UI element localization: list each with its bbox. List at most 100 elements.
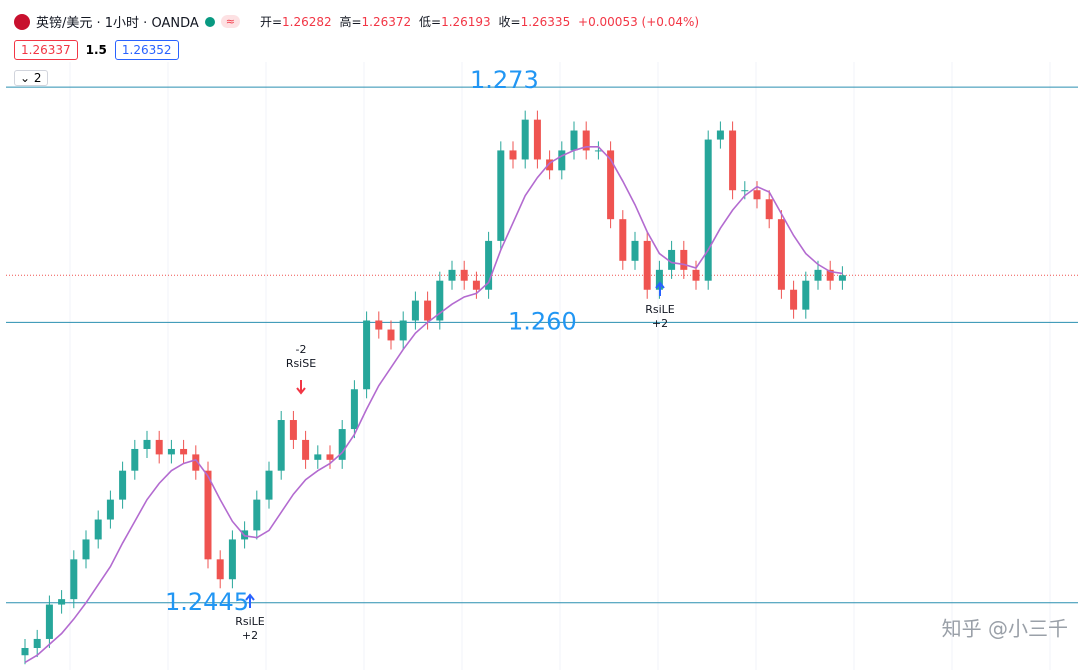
sell-price[interactable]: 1.26337 (14, 40, 78, 60)
flag-icon (14, 13, 30, 30)
candle-body (631, 240, 639, 261)
candle-body (21, 648, 29, 656)
candle-body (533, 119, 541, 160)
candle-body (119, 470, 127, 500)
level-label: 1.260 (508, 307, 577, 335)
ohlc-key: 收= (498, 15, 521, 29)
candle-body (106, 499, 114, 520)
candle-body (619, 219, 627, 261)
candle-body (314, 454, 322, 460)
candle-body (45, 604, 53, 639)
spread: 1.5 (85, 43, 107, 57)
ohlc-value: 1.26335 (520, 15, 571, 29)
candle-body (802, 280, 810, 310)
symbol: 英镑/美元 · 1小时 · OANDA (36, 16, 199, 31)
candle-body (704, 139, 712, 281)
signal-text: RsiSE (286, 357, 316, 370)
candle-body (448, 269, 456, 281)
candle-body (716, 130, 724, 140)
candle-body (814, 269, 822, 281)
level-label: 1.273 (470, 66, 539, 94)
candle-body (460, 269, 468, 281)
candle-body (277, 420, 285, 471)
candle-body (558, 150, 566, 171)
candle-body (570, 130, 578, 151)
candle-body (655, 269, 663, 290)
ohlc-value: 1.26372 (361, 15, 412, 29)
candle-body (228, 539, 236, 580)
candle-body (33, 638, 41, 648)
candle-body (411, 300, 419, 321)
candle-body (204, 470, 212, 560)
ohlc-key: 高= (339, 15, 362, 29)
candle-body (790, 289, 798, 310)
indicator-count: 2 (33, 71, 42, 85)
ohlc-value: 1.26193 (441, 15, 491, 29)
candle-body (94, 519, 102, 540)
signal-text: RsiLE (645, 303, 675, 316)
candle-body (497, 150, 505, 241)
status-pill[interactable]: ≈ (220, 15, 240, 28)
ohlc: 开=1.26282 高=1.26372 低=1.26193 收=1.26335 … (260, 13, 703, 30)
candle-body (387, 329, 395, 341)
candle-body (192, 454, 200, 471)
candle-body (472, 280, 480, 290)
candle-body (70, 559, 78, 600)
candle-body (326, 454, 334, 460)
signal-text: +2 (652, 317, 668, 330)
candle-body (399, 320, 407, 341)
candle-body (375, 320, 383, 330)
status-dot (204, 16, 215, 27)
candle-body (82, 539, 90, 560)
candle-body (265, 470, 273, 500)
candle-body (741, 190, 749, 192)
ohlc-key: 开= (259, 15, 283, 29)
candle-body (729, 130, 737, 191)
candle-body (424, 300, 432, 321)
candle-body (302, 439, 310, 460)
candle-body (521, 119, 529, 160)
signal-arrow (296, 380, 306, 395)
candle-body (838, 275, 846, 281)
candle-body (765, 199, 773, 220)
ohlc-key: 低= (419, 15, 442, 29)
ohlc-value: 1.26282 (282, 15, 332, 29)
collapse-button[interactable]: ⌄ 2 (14, 70, 48, 86)
watermark: 知乎 @小三千 (942, 617, 1068, 641)
level-label: 1.2445 (165, 588, 249, 616)
header: 英镑/美元 · 1小时 · OANDA ≈ 开=1.26282 高=1.2637… (14, 12, 703, 31)
candle-body (167, 448, 175, 455)
candle-body (131, 448, 139, 471)
buy-price[interactable]: 1.26352 (114, 40, 179, 60)
candle-body (338, 429, 346, 460)
moving-average (24, 146, 843, 664)
candle-body (509, 150, 517, 160)
candle-body (485, 240, 493, 290)
candle-body (680, 249, 688, 270)
candle-body (826, 269, 834, 281)
candle-body (753, 190, 761, 200)
candle-body (436, 280, 444, 321)
signal-text: RsiLE (235, 615, 265, 628)
signal-arrow (245, 593, 255, 608)
candle-body (180, 448, 188, 455)
candle-body (363, 320, 371, 390)
candle-body (289, 420, 297, 440)
candle-body (668, 249, 676, 270)
candle-body (350, 389, 358, 430)
candle-body (216, 559, 224, 580)
quote-row: 1.26337 1.5 1.26352 (14, 40, 179, 60)
candle-body (643, 240, 651, 290)
signal-arrow (655, 281, 665, 296)
candle-body (155, 439, 163, 455)
candle-body (143, 439, 151, 449)
signal-text: -2 (296, 343, 307, 356)
signal-text: +2 (242, 629, 258, 642)
candle-body (253, 499, 261, 531)
candle-body (692, 269, 700, 281)
candle-body (607, 150, 615, 220)
candle-body (594, 150, 602, 152)
candle-body (582, 130, 590, 151)
